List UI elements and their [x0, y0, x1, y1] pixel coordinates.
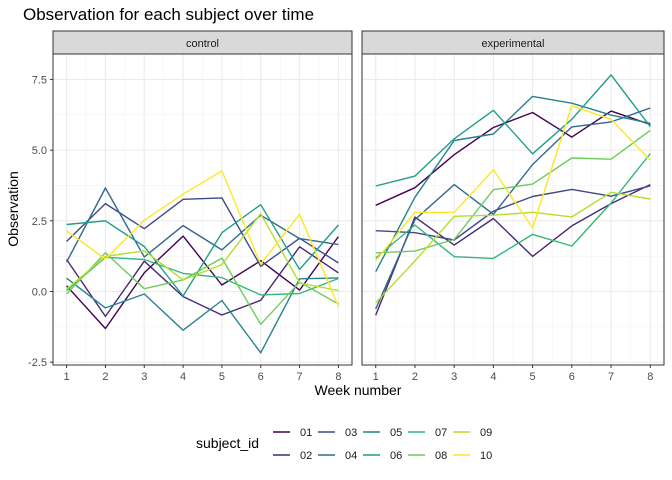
legend-label: 03 [345, 427, 357, 439]
series-line-experimental-09 [375, 191, 651, 304]
facet-strip-label: control [186, 38, 219, 50]
legend-title: subject_id [196, 435, 259, 451]
x-tick-label: 3 [451, 371, 457, 383]
x-tick-label: 8 [647, 371, 653, 383]
y-tick-label: 7.5 [32, 74, 47, 86]
y-tick-label: 2.5 [32, 216, 47, 228]
legend-item-01: 01 [273, 427, 312, 439]
series-line-control-02 [66, 246, 339, 318]
x-tick-label: 4 [490, 371, 496, 383]
series-line-control-06 [66, 203, 339, 297]
legend-label: 05 [390, 427, 402, 439]
legend: subject_id 01 02 03 04 05 06 07 08 09 10 [196, 427, 492, 462]
x-tick-label: 6 [569, 371, 575, 383]
series-line-control-07 [66, 256, 339, 296]
series-line-experimental-06 [375, 74, 651, 187]
legend-item-03: 03 [318, 427, 357, 439]
legend-item-08: 08 [408, 450, 447, 462]
y-tick-label: 0.0 [32, 286, 47, 298]
series-line-experimental-05 [375, 95, 651, 273]
series-line-experimental-08 [375, 129, 651, 254]
series-line-control-08 [66, 252, 339, 325]
facet-panels: control experimental [52, 30, 665, 366]
series-line-experimental-10 [375, 104, 651, 262]
legend-item-07: 07 [408, 427, 447, 439]
panel-border [361, 53, 665, 366]
legend-label: 02 [300, 450, 312, 462]
x-axes: 1 2 3 4 5 6 7 8 1 2 3 4 5 6 7 8 [64, 365, 653, 383]
x-tick-label: 1 [373, 371, 379, 383]
legend-item-10: 10 [453, 450, 492, 462]
series-line-experimental-07 [375, 153, 651, 260]
legend-label: 08 [435, 450, 447, 462]
legend-item-09: 09 [453, 427, 492, 439]
y-axis-title: Observation [5, 171, 21, 246]
chart-title: Observation for each subject over time [23, 5, 314, 24]
series-line-experimental-01 [375, 110, 651, 206]
legend-label: 09 [480, 427, 492, 439]
x-tick-label: 3 [141, 371, 147, 383]
series-line-control-01 [66, 235, 339, 330]
facet-strip-label: experimental [482, 38, 545, 50]
y-axis: -2.5 0.0 2.5 5.0 7.5 [28, 74, 53, 369]
facet-panel-control: control [52, 30, 353, 366]
legend-label: 04 [345, 450, 357, 462]
series-line-experimental-04 [375, 107, 651, 310]
x-tick-label: 4 [180, 371, 186, 383]
facet-panel-experimental: experimental [361, 30, 665, 366]
legend-label: 06 [390, 450, 402, 462]
legend-label: 07 [435, 427, 447, 439]
series-line-control-10 [66, 170, 340, 307]
x-tick-label: 5 [219, 371, 225, 383]
y-tick-label: -2.5 [28, 357, 47, 369]
y-tick-label: 5.0 [32, 145, 47, 157]
legend-item-02: 02 [273, 450, 312, 462]
series-line-control-09 [66, 212, 339, 292]
series-line-experimental-03 [375, 185, 651, 241]
series-line-control-03 [66, 197, 339, 267]
x-tick-label: 6 [258, 371, 264, 383]
legend-item-05: 05 [363, 427, 402, 439]
series-line-control-05 [66, 277, 339, 354]
x-axis-title: Week number [315, 382, 402, 398]
series-line-experimental-02 [375, 183, 651, 316]
x-tick-label: 8 [335, 371, 341, 383]
panel-border [52, 53, 353, 366]
x-tick-label: 5 [530, 371, 536, 383]
legend-item-06: 06 [363, 450, 402, 462]
legend-item-04: 04 [318, 450, 357, 462]
x-tick-label: 1 [64, 371, 70, 383]
x-tick-label: 2 [102, 371, 108, 383]
legend-label: 10 [480, 450, 492, 462]
series-line-control-04 [65, 187, 339, 263]
x-tick-label: 2 [412, 371, 418, 383]
legend-label: 01 [300, 427, 312, 439]
x-tick-label: 7 [297, 371, 303, 383]
x-tick-label: 7 [608, 371, 614, 383]
